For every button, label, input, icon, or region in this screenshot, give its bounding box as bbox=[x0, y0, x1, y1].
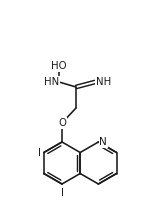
Text: O: O bbox=[58, 118, 66, 128]
Text: N: N bbox=[99, 137, 107, 147]
Text: HN: HN bbox=[44, 77, 59, 87]
Text: NH: NH bbox=[96, 77, 111, 87]
Text: I: I bbox=[60, 188, 64, 198]
Text: HO: HO bbox=[51, 61, 67, 71]
Text: I: I bbox=[38, 148, 41, 158]
